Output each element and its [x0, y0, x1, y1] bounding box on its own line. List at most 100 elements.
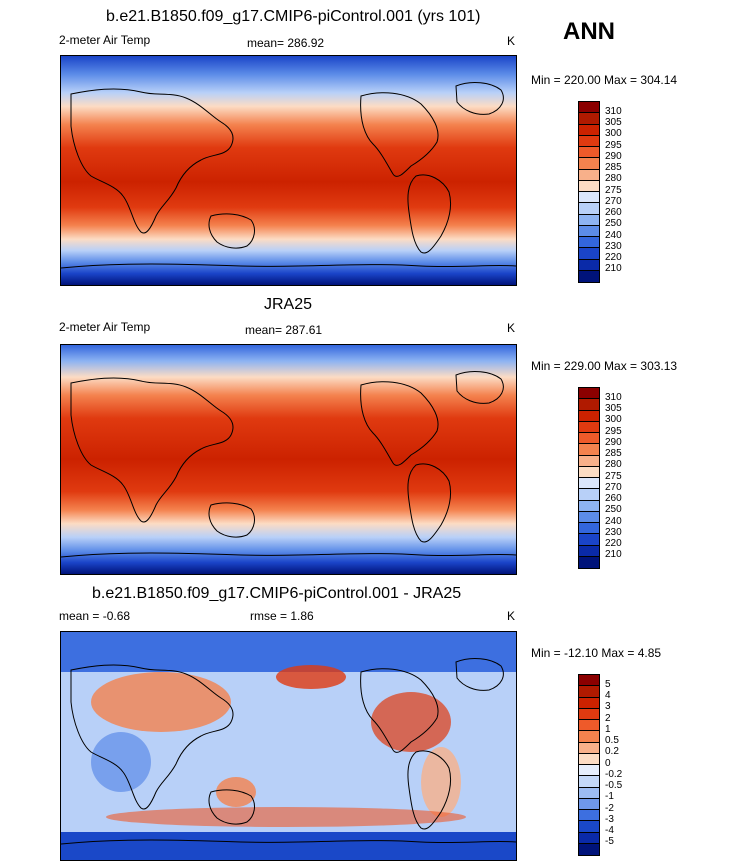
panel1-colorbar-seg	[579, 169, 599, 181]
panel3-tick: -4	[605, 825, 614, 836]
panel3-tick: -3	[605, 814, 614, 825]
panel1-tick: 240	[605, 230, 622, 241]
panel1-tick: 260	[605, 207, 622, 218]
panel3-tick: 0.2	[605, 746, 619, 757]
panel2-colorbar-seg	[579, 489, 599, 501]
panel1-colorbar-seg	[579, 248, 599, 260]
season-label: ANN	[563, 18, 615, 45]
panel3-tick: 0.5	[605, 735, 619, 746]
panel3-map-svg	[61, 632, 516, 860]
panel1-colorbar-seg	[579, 113, 599, 125]
panel1-tick: 250	[605, 218, 622, 229]
panel2-tick: 310	[605, 392, 622, 403]
panel1-minmax-label: Min = 220.00 Max = 304.14	[531, 73, 678, 87]
panel2-colorbar-seg	[579, 455, 599, 467]
panel3-title: b.e21.B1850.f09_g17.CMIP6-piControl.001 …	[92, 585, 462, 602]
panel3-colorbar-seg	[579, 810, 599, 822]
panel1-colorbar-seg	[579, 180, 599, 192]
panel3-colorbar-seg	[579, 686, 599, 698]
panel1-map-svg	[61, 56, 516, 285]
panel2-tick: 270	[605, 482, 622, 493]
panel2-mean-label: mean= 287.61	[245, 323, 323, 337]
panel2-colorbar-seg	[579, 545, 599, 557]
panel1-tick: 230	[605, 241, 622, 252]
panel3-colorbar-seg	[579, 753, 599, 765]
panel2-colorbar-seg	[579, 500, 599, 512]
panel1-tick: 295	[605, 140, 622, 151]
panel3-tick: -5	[605, 836, 614, 847]
panel3-colorbar-seg	[579, 832, 599, 844]
panel1-tick: 210	[605, 263, 622, 274]
panel3-tick: 5	[605, 679, 611, 690]
panel1-tick: 310	[605, 106, 622, 117]
panel2-colorbar-seg	[579, 523, 599, 535]
panel1-units-label: K	[507, 34, 516, 48]
panel2-map-svg	[61, 345, 516, 574]
panel1-colorbar-seg	[579, 102, 599, 114]
panel2-variable-label: 2-meter Air Temp	[59, 320, 151, 334]
panel1-tick: 285	[605, 162, 622, 173]
panel1-colorbar-seg	[579, 124, 599, 136]
panel2-tick: 220	[605, 538, 622, 549]
panel3-tick: 0	[605, 758, 611, 769]
panel1-colorbar	[578, 101, 600, 283]
panel1-colorbar-seg	[579, 158, 599, 170]
panel3-minmax-label: Min = -12.10 Max = 4.85	[531, 646, 662, 660]
panel3-colorbar-seg	[579, 776, 599, 788]
panel2-tick: 305	[605, 403, 622, 414]
panel3-colorbar-seg	[579, 765, 599, 777]
panel3-tick: -0.2	[605, 769, 623, 780]
panel2-units-label: K	[507, 321, 516, 335]
panel1-map	[60, 55, 517, 286]
panel1-colorbar-seg	[579, 270, 599, 282]
panel2-colorbar-seg	[579, 556, 599, 568]
panel3-colorbar-seg	[579, 798, 599, 810]
panel3-rmse-label: rmse = 1.86	[250, 609, 314, 623]
panel1-colorbar-seg	[579, 203, 599, 215]
panel2-tick: 210	[605, 549, 622, 560]
panel1-tick: 290	[605, 151, 622, 162]
panel3-colorbar-seg	[579, 708, 599, 720]
panel3-tick: 1	[605, 724, 611, 735]
panel3-units-label: K	[507, 609, 516, 623]
panel1-colorbar-seg	[579, 237, 599, 249]
panel2-colorbar-seg	[579, 388, 599, 400]
panel2-colorbar-seg	[579, 478, 599, 490]
panel1-tick: 280	[605, 173, 622, 184]
panel1-colorbar-seg	[579, 214, 599, 226]
panel1-tick: 275	[605, 185, 622, 196]
panel3-colorbar-seg	[579, 821, 599, 833]
panel2-colorbar-seg	[579, 534, 599, 546]
panel3-mean-label: mean = -0.68	[59, 609, 131, 623]
panel3-tick: -0.5	[605, 780, 623, 791]
panel2-tick: 290	[605, 437, 622, 448]
panel1-colorbar-seg	[579, 192, 599, 204]
panel2-map	[60, 344, 517, 575]
panel1-tick: 305	[605, 117, 622, 128]
panel2-colorbar-seg	[579, 421, 599, 433]
panel3-tick: 3	[605, 701, 611, 712]
panel1-colorbar-seg	[579, 135, 599, 147]
panel2-tick: 280	[605, 459, 622, 470]
panel2-tick: 250	[605, 504, 622, 515]
panel3-colorbar-seg	[579, 787, 599, 799]
panel1-colorbar-seg	[579, 259, 599, 271]
panel2-minmax-label: Min = 229.00 Max = 303.13	[531, 359, 678, 373]
panel3-colorbar-seg	[579, 697, 599, 709]
panel1-tick: 220	[605, 252, 622, 263]
panel3-tick: -2	[605, 803, 614, 814]
panel3-colorbar-seg	[579, 720, 599, 732]
panel1-colorbar-seg	[579, 225, 599, 237]
panel3-colorbar	[578, 674, 600, 856]
panel1-variable-label: 2-meter Air Temp	[59, 33, 151, 47]
panel2-colorbar-seg	[579, 466, 599, 478]
panel1-tick: 270	[605, 196, 622, 207]
panel3-colorbar-seg	[579, 742, 599, 754]
panel3-tick: -1	[605, 791, 614, 802]
panel3-tick: 4	[605, 690, 611, 701]
panel3-map	[60, 631, 517, 861]
panel2-tick: 300	[605, 414, 622, 425]
panel2-tick: 275	[605, 471, 622, 482]
panel3-tick: 2	[605, 713, 611, 724]
panel2-tick: 230	[605, 527, 622, 538]
